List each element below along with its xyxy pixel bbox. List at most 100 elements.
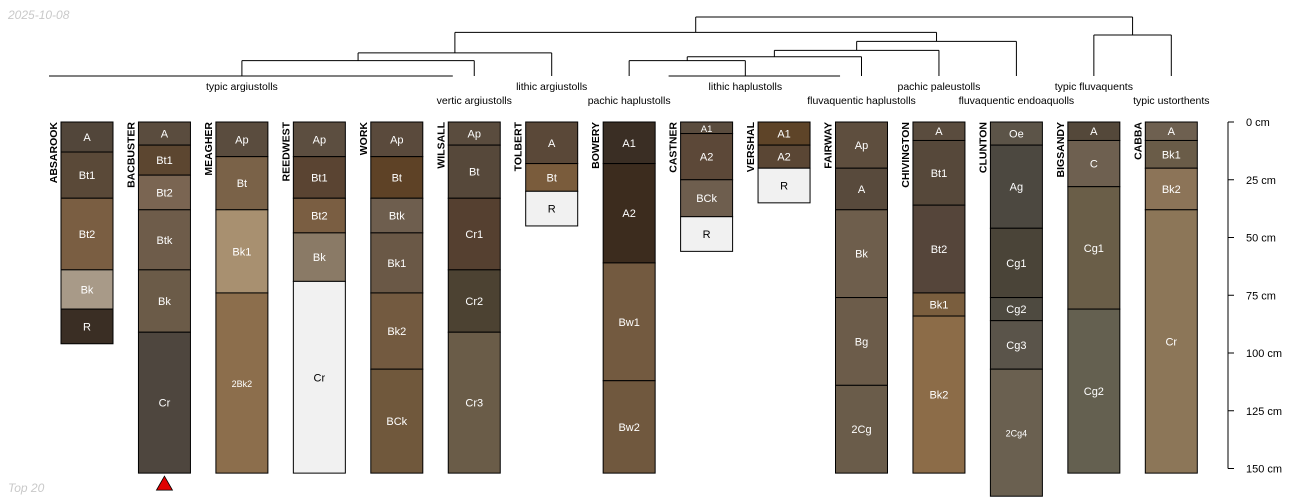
horizon-vershal-r (757, 167, 811, 204)
horizon-reedwest-bt1 (292, 156, 346, 199)
horizon-label: Bk (313, 252, 326, 264)
horizon-wilsall-cr2 (447, 269, 501, 333)
horizon-bowery-a2 (602, 163, 656, 264)
profile-name: REEDWEST (280, 121, 292, 181)
horizon-label: Btk (389, 211, 405, 223)
horizon-meagher-bk1 (215, 209, 269, 294)
horizon-label: Bt1 (931, 168, 948, 180)
horizon-label: Bt1 (311, 172, 328, 184)
profile-name: CHIVINGTON (900, 122, 912, 188)
horizon-label: Bk2 (929, 390, 948, 402)
profile-name: MEAGHER (203, 122, 215, 176)
horizon-bacbuster-btk (137, 209, 191, 271)
horizon-label: Bt2 (156, 187, 173, 199)
horizon-bacbuster-cr (137, 331, 191, 474)
horizon-label: Bt (546, 172, 556, 184)
profile-name: FAIRWAY (823, 122, 835, 169)
depth-axis-tick-label: 100 cm (1246, 348, 1282, 360)
horizon-label: Bt2 (931, 244, 948, 256)
horizon-label: Bt1 (156, 155, 173, 167)
depth-axis-tick-label: 50 cm (1246, 233, 1276, 245)
profile-name: WORK (358, 122, 370, 156)
depth-axis-tick-label: 125 cm (1246, 406, 1282, 418)
horizon-meagher-2bk2 (215, 292, 269, 474)
horizon-label: Ap (313, 134, 326, 146)
horizon-label: Cr (1165, 336, 1177, 348)
horizon-bigsandy-c (1067, 139, 1121, 188)
horizon-clunton-ag (989, 144, 1043, 229)
horizon-label: Bk (81, 284, 94, 296)
date-stamp: 2025-10-08 (8, 8, 70, 22)
horizon-bacbuster-bk (137, 269, 191, 333)
horizon-fairway-bg (835, 297, 888, 386)
horizon-label: Cr3 (465, 398, 483, 410)
horizon-reedwest-bt2 (292, 197, 346, 234)
horizon-label: 2Cg (851, 424, 871, 436)
horizon-label: Cr (314, 372, 326, 384)
horizon-chivington-bt1 (912, 139, 966, 206)
horizon-label: Ap (855, 140, 868, 152)
horizon-absarook-a (60, 121, 114, 153)
horizon-label: A (1090, 126, 1098, 138)
horizon-work-bck (370, 368, 424, 474)
horizon-cabba-bk1 (1144, 139, 1198, 169)
horizon-clunton-cg3 (989, 320, 1043, 370)
horizon-meagher-bt (215, 156, 269, 211)
group-label: typic argiustolls (206, 81, 278, 93)
horizon-work-bk2 (370, 292, 424, 370)
group-label: lithic argiustolls (516, 81, 587, 93)
horizon-wilsall-bt (447, 144, 501, 199)
footer-label: Top 20 (8, 481, 45, 495)
horizon-cabba-cr (1144, 209, 1198, 474)
horizon-bowery-bw1 (602, 262, 656, 382)
profile-name: VERSHAL (745, 121, 757, 172)
horizon-label: Cr1 (465, 229, 483, 241)
profile-name: BIGSANDY (1055, 122, 1067, 177)
profile-name: BACBUSTER (125, 122, 137, 188)
horizon-bowery-bw2 (602, 380, 656, 474)
profile-name: WILSALL (435, 121, 447, 168)
depth-axis-tick-label: 150 cm (1246, 464, 1282, 476)
horizon-cabba-bk2 (1144, 167, 1198, 211)
horizon-fairway-ap (835, 121, 888, 169)
horizon-tolbert-r (525, 190, 579, 227)
horizon-label: A (161, 129, 169, 141)
horizon-label: Bk1 (1162, 149, 1181, 161)
horizon-chivington-bt2 (912, 204, 966, 294)
horizon-work-ap (370, 121, 424, 158)
group-label: lithic haplustolls (709, 81, 783, 93)
horizon-label: A1 (777, 129, 790, 141)
group-label: vertic argiustolls (437, 95, 512, 107)
horizon-label: Btk (156, 235, 172, 247)
horizon-label: A1 (701, 124, 713, 135)
horizon-label: R (548, 204, 556, 216)
horizon-label: Bk (855, 249, 868, 261)
profile-name: TOLBERT (513, 121, 525, 171)
horizon-label: Bt2 (311, 211, 328, 223)
horizon-label: Bk (158, 296, 171, 308)
horizon-label: Bk2 (1162, 184, 1181, 196)
horizon-label: 2Bk2 (232, 379, 253, 389)
group-label: typic fluvaquents (1055, 81, 1133, 93)
horizon-label: Cg1 (1084, 243, 1104, 255)
group-label: pachic haplustolls (588, 95, 671, 107)
horizon-label: Bw1 (618, 317, 639, 329)
horizon-work-btk (370, 197, 424, 234)
horizon-label: Bt (237, 178, 247, 190)
profile-name: ABSAROOK (48, 122, 60, 184)
group-label: pachic paleustolls (898, 81, 981, 93)
group-label: typic ustorthents (1133, 95, 1209, 107)
horizon-label: Bt (392, 172, 402, 184)
horizon-reedwest-ap (292, 121, 346, 158)
horizon-wilsall-cr1 (447, 197, 501, 271)
profile-marker-triangle (155, 475, 174, 491)
horizon-label: Bt (469, 167, 479, 179)
horizon-label: A2 (777, 152, 790, 164)
horizon-fairway-2cg (835, 384, 888, 474)
horizon-absarook-bk (60, 269, 114, 310)
horizon-absarook-r (60, 308, 114, 345)
horizon-chivington-bk2 (912, 315, 966, 474)
horizon-label: Cr2 (465, 296, 483, 308)
group-label: fluvaquentic endoaquolls (959, 95, 1075, 107)
